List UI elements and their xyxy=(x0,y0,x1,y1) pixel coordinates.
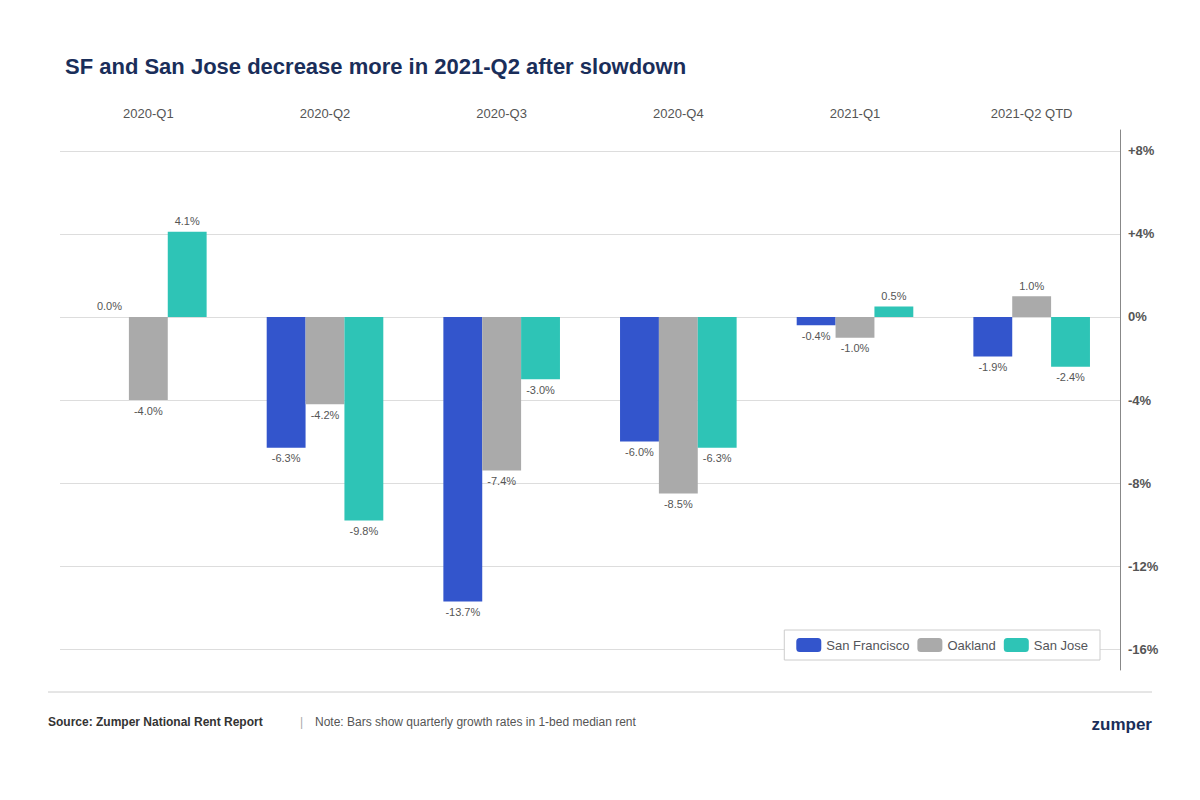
svg-text:San Jose: San Jose xyxy=(1034,638,1088,653)
svg-text:-9.8%: -9.8% xyxy=(349,525,378,537)
svg-text:-6.0%: -6.0% xyxy=(625,446,654,458)
svg-text:2021-Q1: 2021-Q1 xyxy=(830,106,881,121)
svg-text:zumper: zumper xyxy=(1092,715,1153,734)
svg-text:-8%: -8% xyxy=(1128,476,1152,491)
svg-text:-8.5%: -8.5% xyxy=(664,498,693,510)
svg-text:San Francisco: San Francisco xyxy=(826,638,909,653)
svg-text:-4.0%: -4.0% xyxy=(134,405,163,417)
svg-text:-2.4%: -2.4% xyxy=(1056,371,1085,383)
svg-text:2021-Q2 QTD: 2021-Q2 QTD xyxy=(991,106,1073,121)
svg-text:-13.7%: -13.7% xyxy=(445,606,480,618)
svg-text:+4%: +4% xyxy=(1128,226,1155,241)
svg-text:0%: 0% xyxy=(1128,309,1147,324)
svg-text:-1.0%: -1.0% xyxy=(841,342,870,354)
svg-text:-1.9%: -1.9% xyxy=(978,361,1007,373)
svg-text:-4%: -4% xyxy=(1128,393,1152,408)
svg-text:0.5%: 0.5% xyxy=(881,290,906,302)
svg-text:0.0%: 0.0% xyxy=(97,300,122,312)
svg-text:SF and San Jose decrease more: SF and San Jose decrease more in 2021-Q2… xyxy=(65,54,686,79)
svg-text:-7.4%: -7.4% xyxy=(487,475,516,487)
svg-text:1.0%: 1.0% xyxy=(1019,280,1044,292)
svg-text:-6.3%: -6.3% xyxy=(272,452,301,464)
svg-text:-6.3%: -6.3% xyxy=(703,452,732,464)
svg-text:-3.0%: -3.0% xyxy=(526,384,555,396)
svg-text:4.1%: 4.1% xyxy=(175,215,200,227)
svg-text:Oakland: Oakland xyxy=(947,638,995,653)
svg-text:|: | xyxy=(300,715,303,729)
svg-text:-4.2%: -4.2% xyxy=(311,409,340,421)
svg-text:Note: Bars show quarterly grow: Note: Bars show quarterly growth rates i… xyxy=(315,715,636,729)
svg-text:2020-Q4: 2020-Q4 xyxy=(653,106,704,121)
svg-text:Source: Zumper National Rent R: Source: Zumper National Rent Report xyxy=(48,715,263,729)
svg-text:2020-Q3: 2020-Q3 xyxy=(476,106,527,121)
svg-text:2020-Q2: 2020-Q2 xyxy=(300,106,351,121)
svg-text:-0.4%: -0.4% xyxy=(802,330,831,342)
svg-text:2020-Q1: 2020-Q1 xyxy=(123,106,174,121)
svg-text:+8%: +8% xyxy=(1128,143,1155,158)
svg-text:-12%: -12% xyxy=(1128,559,1159,574)
svg-text:-16%: -16% xyxy=(1128,642,1159,657)
